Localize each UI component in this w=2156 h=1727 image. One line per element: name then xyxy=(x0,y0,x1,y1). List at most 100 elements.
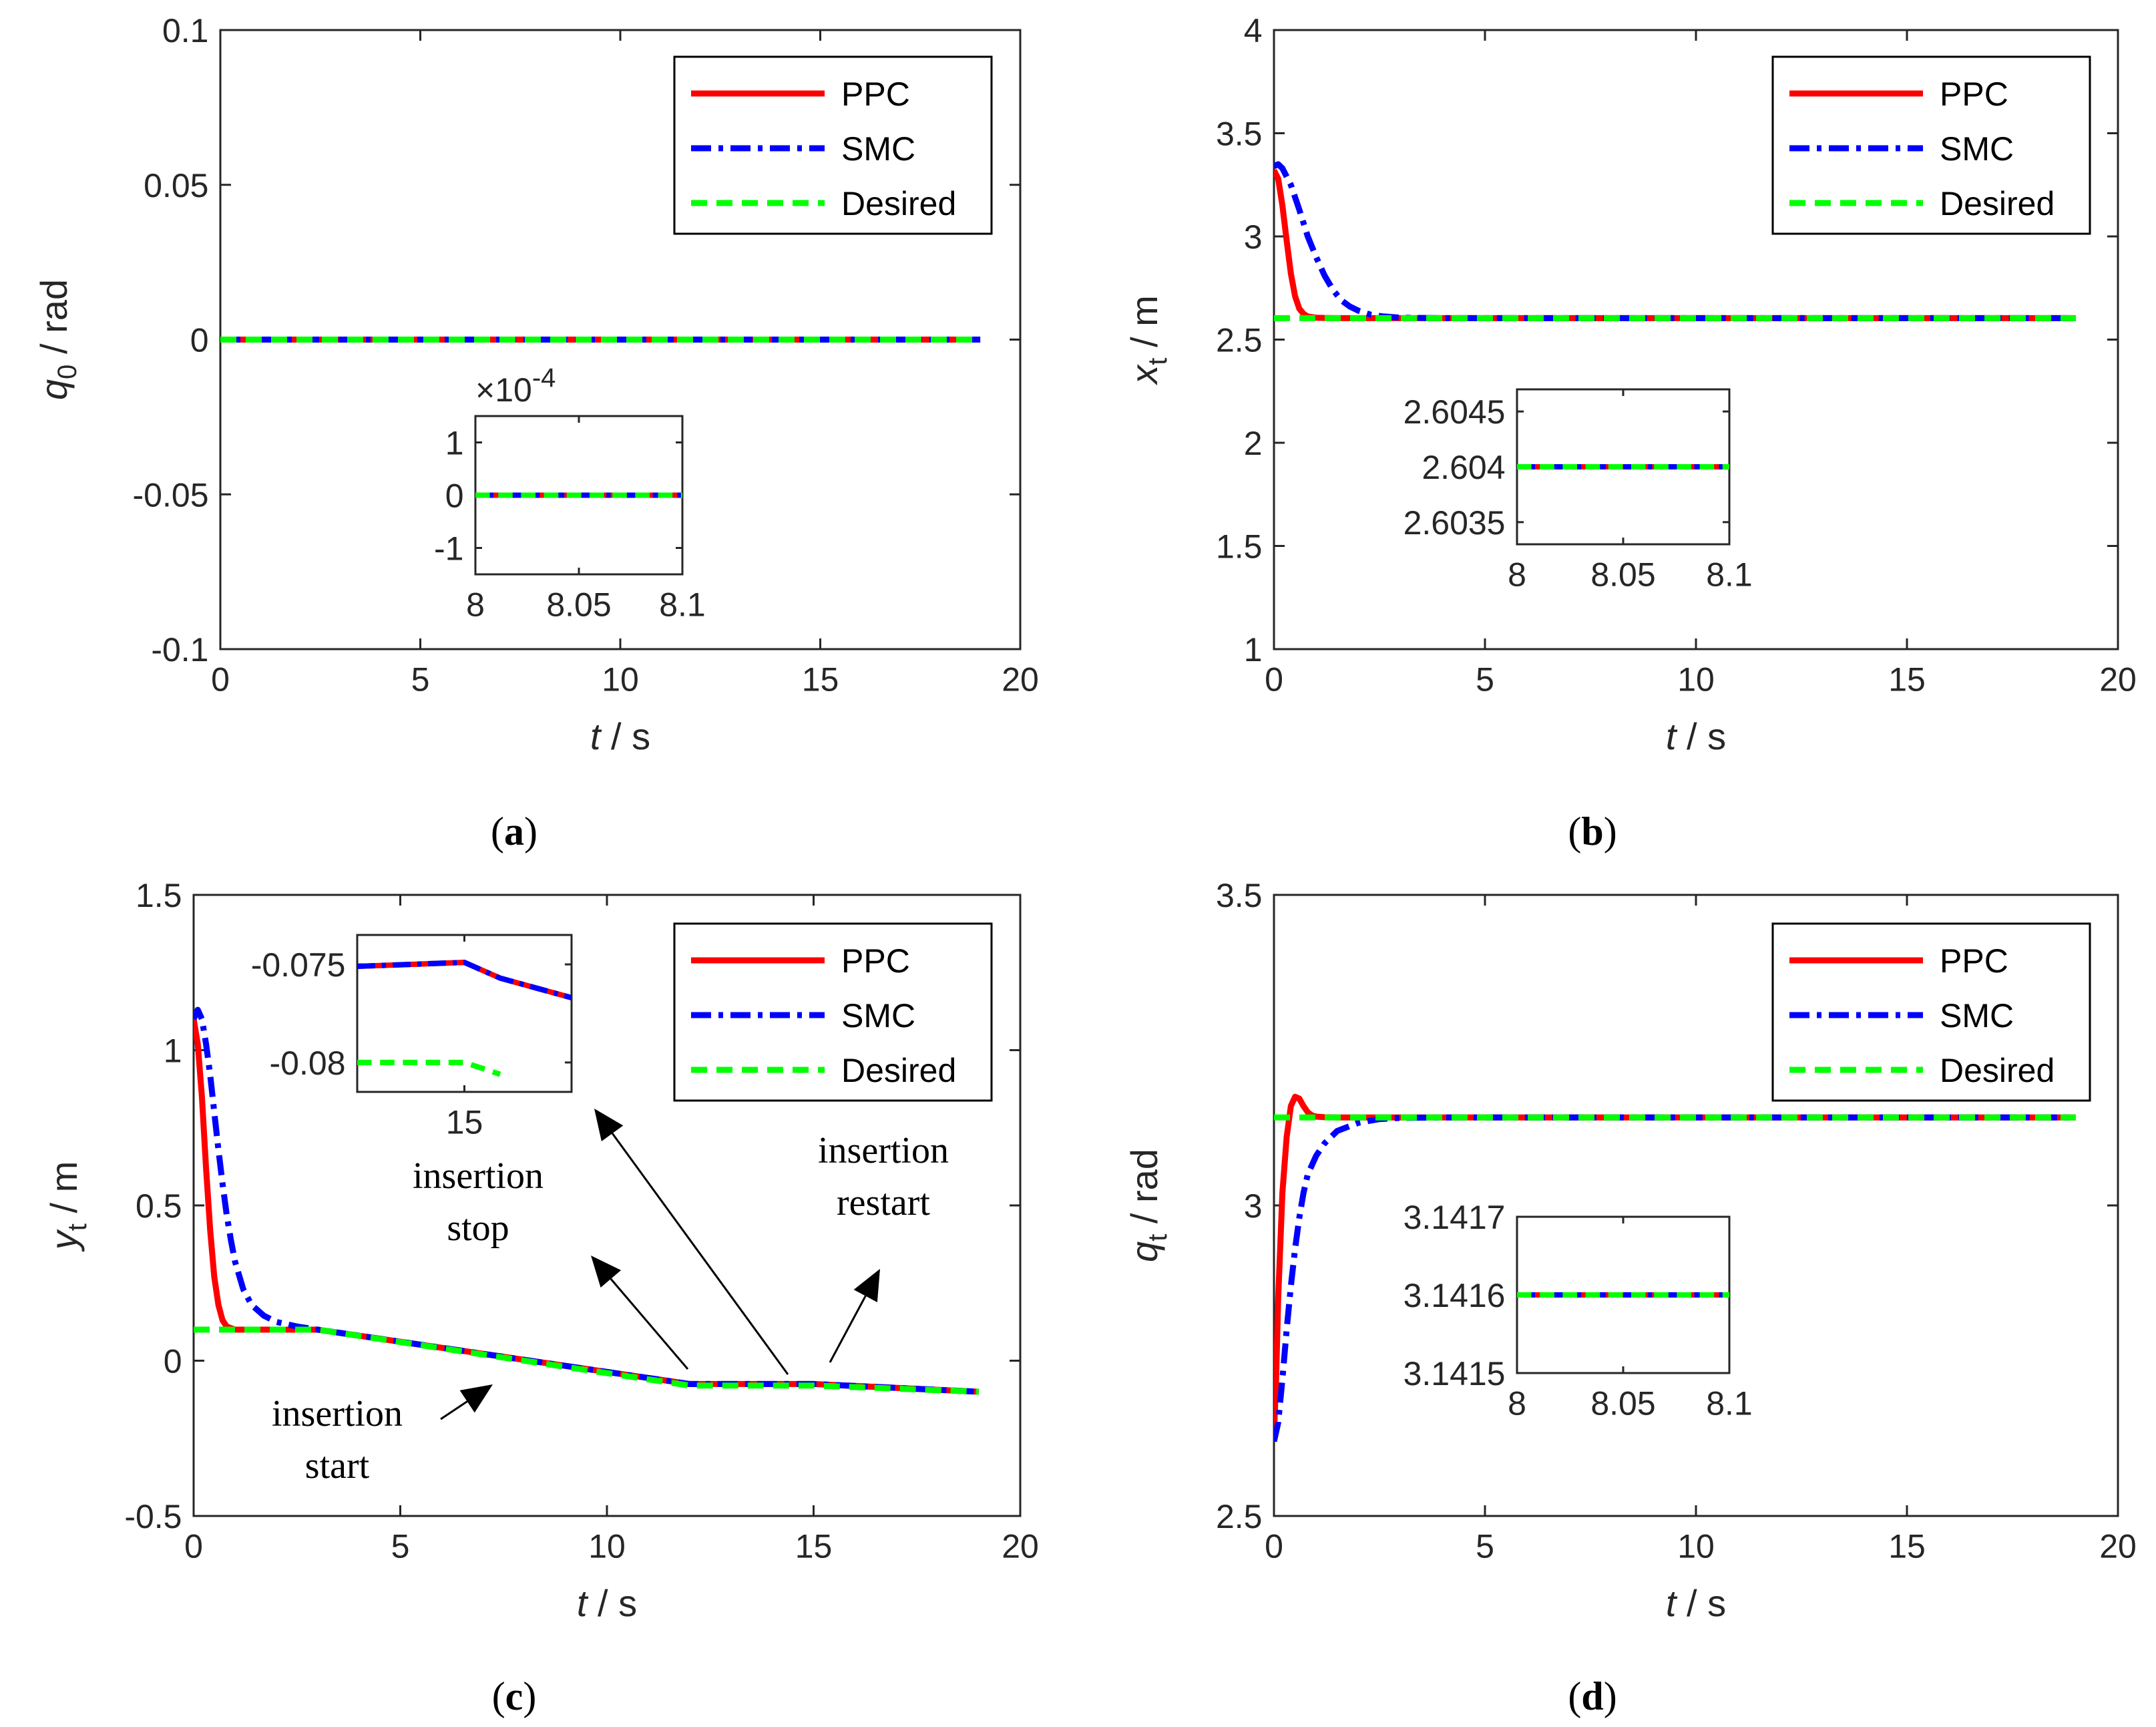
x-axis-label: t / s xyxy=(1666,1582,1726,1624)
x-axis-label: t / s xyxy=(577,1582,637,1624)
axis-x-tick-label: 5 xyxy=(1476,1528,1494,1565)
annotation-text: restart xyxy=(837,1182,930,1223)
x-axis-label-var: t xyxy=(1666,715,1678,757)
annotation-arrow-line xyxy=(829,1295,867,1363)
axis-x-tick-label: 0 xyxy=(211,661,230,699)
annotation-arrow-line xyxy=(440,1400,468,1420)
axis-y-tick-label: 0.1 xyxy=(162,12,209,49)
legend-label-ppc: PPC xyxy=(841,75,910,113)
axis-y-tick-label: 3 xyxy=(1244,218,1263,256)
panel-caption: (d) xyxy=(1568,1674,1616,1718)
axis-x-tick-label: 15 xyxy=(1888,661,1926,699)
axis-y-tick-label: 1 xyxy=(1244,631,1263,668)
caption-paren: ) xyxy=(524,809,537,853)
inset-x-tick-label: 8.05 xyxy=(1590,1385,1655,1422)
y-axis-label-unit: / m xyxy=(43,1161,85,1223)
inset-y-tick-label: 2.6045 xyxy=(1404,393,1506,431)
panel-d: 0 5 10 15 202.533.5t / sqt / radPPCSMCDesire… xyxy=(1123,877,2137,1718)
y-axis-label: q0 / rad xyxy=(33,279,82,400)
caption-letter: a xyxy=(504,809,524,853)
legend-label-desired: Desired xyxy=(1940,1052,2055,1089)
series-line-ppc xyxy=(1274,1093,2076,1436)
legend-label-desired: Desired xyxy=(1940,185,2055,222)
inset-x-tick-label: 8 xyxy=(466,586,485,624)
inset-x-tick-label: 8.05 xyxy=(1590,556,1655,594)
axis-y-tick-label: 3.5 xyxy=(1216,116,1263,153)
legend: PPC SMC Desired xyxy=(673,55,993,235)
axis-y-tick-label: 0 xyxy=(190,322,209,359)
y-axis-label: qt / rad xyxy=(1123,1149,1172,1262)
y-axis-label-subscript: t xyxy=(1143,358,1172,365)
axis-x-tick-label: 15 xyxy=(795,1528,833,1565)
axis-y-tick-label: 2.5 xyxy=(1216,1498,1263,1535)
axis-y-tick-label: -0.05 xyxy=(133,476,209,514)
inset: 15 -0.08 -0.075 xyxy=(251,934,573,1141)
legend-label-smc: SMC xyxy=(841,130,915,168)
inset-x-tick-label: 8.1 xyxy=(659,586,706,624)
inset: 8 8.05 8.1 2.6035 2.604 2.6045 xyxy=(1404,388,1753,594)
inset-x-tick-label: 8.05 xyxy=(546,586,611,624)
y-axis-label-var: q xyxy=(1123,1241,1165,1262)
axis-x-tick-label: 15 xyxy=(1888,1528,1926,1565)
y-axis-label-unit: / m xyxy=(1123,295,1165,357)
annotation-arrow-head xyxy=(594,1109,624,1141)
annotation-arrow-head xyxy=(459,1384,493,1413)
axis-y-tick-label: 0 xyxy=(164,1343,182,1380)
caption-letter: c xyxy=(505,1674,523,1718)
inset-frame xyxy=(356,934,573,1093)
inset-x-tick-label: 8.1 xyxy=(1706,1385,1753,1422)
axis-y-tick-label: 2.5 xyxy=(1216,322,1263,359)
annotation-text: insertion xyxy=(413,1155,544,1197)
panel-caption: (b) xyxy=(1568,809,1616,853)
inset-y-tick-label: -1 xyxy=(434,530,463,568)
annotation-text: insertion xyxy=(818,1130,949,1171)
caption-paren: ( xyxy=(492,1674,505,1718)
axis-y-tick-label: 0.05 xyxy=(144,167,208,204)
legend: PPC SMC Desired xyxy=(1771,922,2091,1102)
caption-paren: ( xyxy=(1568,1674,1581,1718)
inset-exponent-power: -4 xyxy=(532,363,556,393)
axis-y-tick-label: 4 xyxy=(1244,12,1263,49)
caption-paren: ( xyxy=(491,809,504,853)
axis-x-tick-label: 0 xyxy=(1265,1528,1283,1565)
y-axis-label-subscript: t xyxy=(1143,1234,1172,1241)
legend: PPC SMC Desired xyxy=(673,922,993,1102)
y-axis-label: xt / m xyxy=(1123,295,1172,385)
legend-label-desired: Desired xyxy=(841,185,956,222)
annotation-text: start xyxy=(305,1445,370,1487)
y-axis-label: yt / m xyxy=(43,1161,92,1252)
inset-y-tick-label: 1 xyxy=(445,425,464,462)
inset-y-tick-label: -0.08 xyxy=(270,1044,346,1082)
panel-caption: (c) xyxy=(492,1674,537,1718)
caption-paren: ) xyxy=(1604,809,1617,853)
axis-x-tick-label: 10 xyxy=(1677,661,1715,699)
inset-exponent: ×10-4 xyxy=(475,363,556,409)
series-line-desired xyxy=(357,1059,501,1077)
axis-x-tick-label: 10 xyxy=(1677,1528,1715,1565)
x-axis-label-unit: / s xyxy=(600,715,650,757)
y-axis-label-var: y xyxy=(43,1229,85,1252)
panel-c: 0 5 10 15 20-0.500.511.5t / syt / mPPCSMCDes… xyxy=(43,877,1039,1718)
x-axis-label-var: t xyxy=(577,1582,589,1624)
x-axis-label-unit: / s xyxy=(1676,1582,1726,1624)
x-axis-label-unit: / s xyxy=(587,1582,637,1624)
series-line-desired xyxy=(194,1326,980,1395)
legend: PPC SMC Desired xyxy=(1771,55,2091,235)
y-axis-label-var: x xyxy=(1123,364,1165,386)
legend-label-ppc: PPC xyxy=(1940,75,2008,113)
y-axis-label-subscript: 0 xyxy=(53,365,82,379)
axis-y-tick-label: 3 xyxy=(1244,1187,1263,1225)
inset-x-tick-label: 8 xyxy=(1508,1385,1526,1422)
annotation-arrow-head xyxy=(591,1256,622,1288)
x-axis-label: t / s xyxy=(1666,715,1726,757)
legend-label-ppc: PPC xyxy=(1940,942,2008,980)
inset-y-tick-label: 2.6035 xyxy=(1404,504,1506,542)
caption-letter: b xyxy=(1581,809,1603,853)
series-line-smc xyxy=(357,960,572,1000)
axis-y-tick-label: -0.5 xyxy=(124,1498,182,1535)
inset-x-tick-label: 15 xyxy=(446,1104,483,1141)
annotation-arrow-line xyxy=(611,1133,789,1375)
axis-x-tick-label: 0 xyxy=(1265,661,1283,699)
